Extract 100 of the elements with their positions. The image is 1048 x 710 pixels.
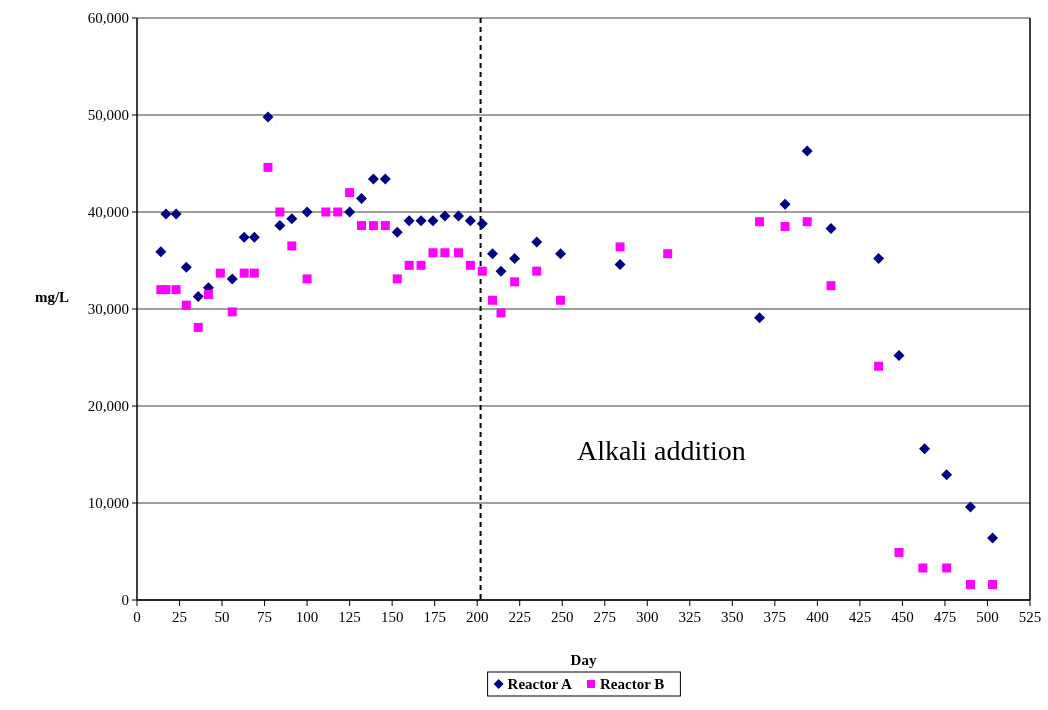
point [344,206,356,218]
point [964,501,976,513]
point [615,242,625,252]
point [248,231,260,243]
x-tick-label: 50 [214,609,230,625]
point [193,322,203,332]
x-tick-label: 525 [1018,609,1042,625]
point [404,260,414,270]
x-tick-label: 425 [848,609,872,625]
point [495,265,507,277]
x-tick-label: 100 [295,609,319,625]
x-tick-label: 375 [763,609,787,625]
point [509,253,521,265]
point [274,220,286,232]
x-tick-label: 350 [721,609,744,625]
point [780,222,790,232]
point [556,295,566,305]
point [941,469,953,481]
x-tick-label: 150 [380,609,404,625]
point [321,207,331,217]
point [465,260,475,270]
point [802,217,812,227]
y-tick-label: 50,000 [87,107,129,124]
point [874,361,884,371]
point [180,261,192,273]
point [918,563,928,573]
point [161,285,171,295]
point [873,253,885,265]
point [555,248,567,260]
point [965,579,975,589]
x-tick-label: 325 [678,609,702,625]
x-tick-label: 25 [172,609,188,625]
point [345,188,355,198]
x-tick-label: 475 [933,609,957,625]
point [894,547,904,557]
point [249,268,259,278]
point [171,285,181,295]
point [333,207,343,217]
point [987,532,999,544]
y-tick-label: 30,000 [87,301,129,318]
point [263,162,273,172]
x-tick-label: 400 [806,609,829,625]
point [476,218,488,230]
point [988,579,998,589]
point [416,260,426,270]
point [614,258,626,270]
point [477,266,487,276]
point [403,215,415,227]
y-tick-label: 0 [121,592,129,609]
point [302,274,312,284]
point [496,308,506,318]
point [415,215,427,227]
point [170,208,182,220]
point [227,307,237,317]
point [919,443,931,455]
x-tick-label: 225 [508,609,531,625]
point [826,281,836,291]
x-tick-label: 75 [257,609,273,625]
point [226,273,238,285]
point [215,268,225,278]
y-tick-label: 20,000 [87,398,129,415]
y-axis-title: mg/L [34,289,70,305]
y-tick-label: 60,000 [87,10,129,27]
x-tick-label: 250 [550,609,574,625]
point [391,226,403,238]
point [440,248,450,258]
x-tick-label: 125 [338,609,361,625]
point [452,210,464,222]
point [510,277,520,287]
point [439,210,451,222]
point [755,217,765,227]
annotation: Alkali addition [577,435,746,466]
point [487,248,498,260]
point [488,295,497,305]
point [287,241,297,251]
x-tick-label: 175 [423,609,446,625]
point [532,266,542,276]
point [825,222,837,234]
point [531,236,543,248]
point [181,300,191,310]
x-tick-label: 500 [976,609,999,625]
y-tick-label: 40,000 [87,204,129,221]
y-tick-label: 10,000 [87,495,129,512]
x-tick-label: 300 [636,609,659,625]
point [368,221,378,231]
point [160,208,172,220]
point [203,289,213,299]
point [239,268,249,278]
point [155,246,167,258]
point [357,221,367,231]
point [367,173,379,185]
point [893,350,905,362]
point [427,215,439,227]
point [801,145,813,157]
legend-label: Reactor B [600,676,665,693]
point [380,221,390,231]
point [262,111,274,123]
point [356,192,368,204]
x-tick-label: 450 [891,609,914,625]
point [779,198,791,210]
